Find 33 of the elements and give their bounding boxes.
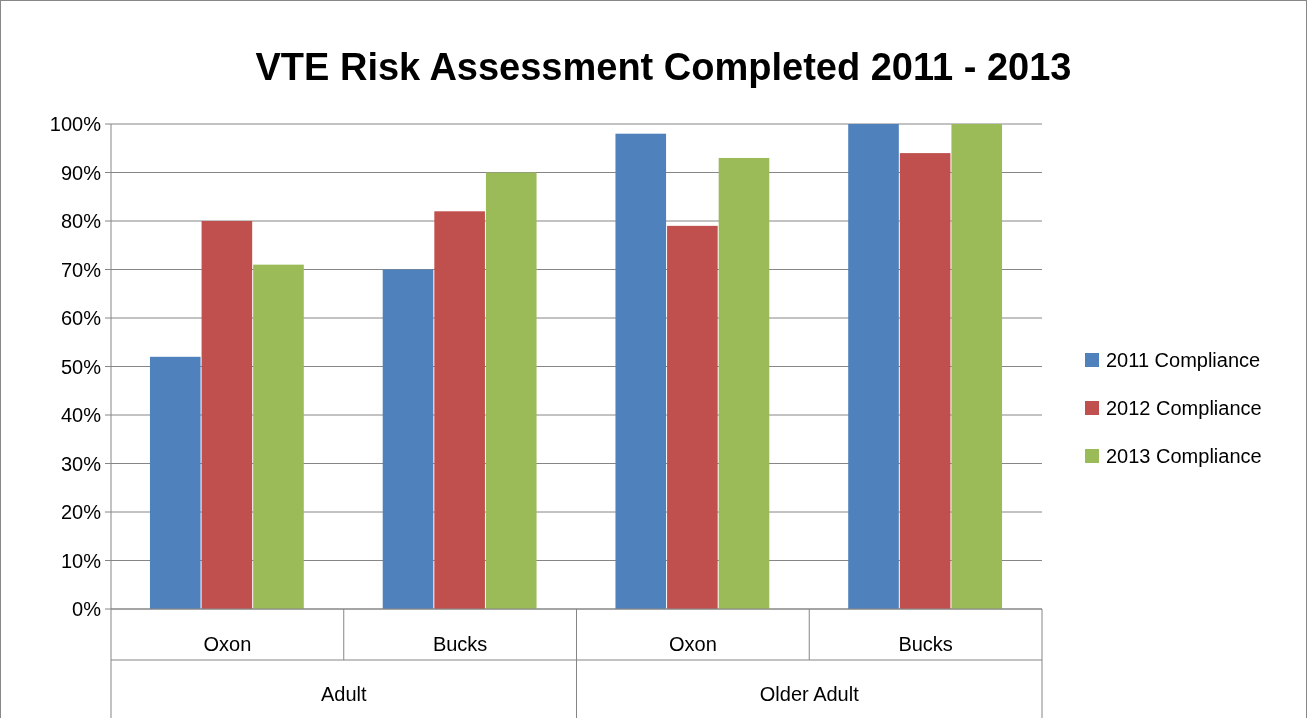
- bar: [382, 269, 434, 609]
- y-tick-label: 30%: [60, 452, 102, 475]
- bar: [899, 153, 951, 609]
- text: Older Adult: [759, 683, 860, 705]
- x-tick-label: Oxon: [203, 633, 252, 655]
- legend-label: 2012 Compliance: [1106, 397, 1262, 419]
- y-tick-label: 0%: [72, 598, 102, 620]
- bar: [201, 221, 253, 609]
- y-tick-label: 50%: [60, 355, 102, 378]
- bar: [951, 124, 1003, 609]
- x-tick-label: Bucks: [432, 633, 488, 655]
- bar: [615, 133, 667, 609]
- legend-label: 2011 Compliance: [1106, 349, 1261, 371]
- bar: [848, 124, 899, 609]
- y-tick-label: 20%: [60, 501, 102, 523]
- y-tick-label: 80%: [60, 210, 102, 232]
- y-tick-label: 10%: [60, 549, 102, 572]
- x-tick-label: Bucks: [898, 633, 953, 655]
- legend-label: 2013 Compliance: [1106, 445, 1262, 467]
- bar: [667, 225, 718, 609]
- bar: [485, 172, 537, 609]
- text: Adult: [320, 683, 367, 705]
- y-tick-label: 90%: [60, 161, 102, 184]
- x-tick-label: Oxon: [668, 633, 717, 655]
- bar: [718, 157, 770, 609]
- y-tick-label: 60%: [60, 307, 102, 329]
- y-tick-label: 70%: [60, 258, 102, 281]
- bar: [253, 264, 304, 609]
- bar: [149, 356, 201, 609]
- chart-title: VTE Risk Assessment Completed 2011 - 2013: [255, 46, 1072, 88]
- bar: [434, 211, 485, 609]
- y-tick-label: 100%: [49, 113, 102, 135]
- y-tick-label: 40%: [60, 404, 102, 426]
